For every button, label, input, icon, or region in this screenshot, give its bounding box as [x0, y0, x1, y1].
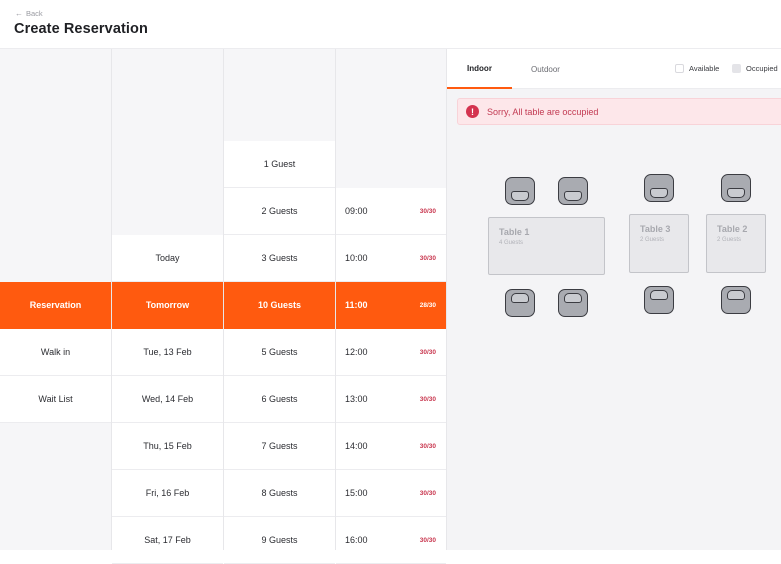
- time-label: 13:00: [345, 394, 368, 404]
- time-capacity: 30/30: [419, 536, 436, 544]
- day-option[interactable]: Thu, 15 Feb: [112, 423, 223, 470]
- page-header: ← Back Create Reservation: [0, 0, 781, 49]
- time-slot[interactable]: 14:00 30/30: [336, 423, 446, 470]
- table-name: Table 3: [640, 224, 671, 234]
- time-label: 15:00: [345, 488, 368, 498]
- day-option[interactable]: Today: [112, 235, 223, 282]
- legend-occupied: Occupied: [732, 64, 778, 73]
- back-link[interactable]: ← Back: [15, 9, 43, 18]
- table-name: Table 2: [717, 224, 748, 234]
- guest-option[interactable]: 1 Guest: [224, 141, 335, 188]
- guest-option[interactable]: 8 Guests: [224, 470, 335, 517]
- time-label: 09:00: [345, 206, 368, 216]
- day-option-selected[interactable]: Tomorrow: [112, 282, 223, 329]
- time-capacity: 30/30: [419, 489, 436, 497]
- chair-icon: [721, 286, 751, 314]
- back-label: Back: [26, 9, 43, 18]
- time-capacity: 30/30: [419, 254, 436, 262]
- time-label: 12:00: [345, 347, 368, 357]
- guest-option[interactable]: 2 Guests: [224, 188, 335, 235]
- time-column: 09:00 30/30 10:00 30/30 11:00 28/30 12:0…: [336, 49, 447, 564]
- time-slot[interactable]: 16:00 30/30: [336, 517, 446, 564]
- guest-column: 1 Guest 2 Guests 3 Guests 10 Guests 5 Gu…: [224, 49, 336, 564]
- time-capacity: 30/30: [419, 348, 436, 356]
- type-wait-list[interactable]: Wait List: [0, 376, 111, 423]
- guest-option[interactable]: 5 Guests: [224, 329, 335, 376]
- table-card[interactable]: Table 3 2 Guests: [629, 214, 689, 273]
- time-capacity: 28/30: [419, 301, 436, 309]
- guest-option-selected[interactable]: 10 Guests: [224, 282, 335, 329]
- day-option[interactable]: Tue, 13 Feb: [112, 329, 223, 376]
- tab-indoor[interactable]: Indoor: [447, 49, 512, 89]
- time-label: 10:00: [345, 253, 368, 263]
- table-card[interactable]: Table 2 2 Guests: [706, 214, 766, 273]
- time-slot[interactable]: 10:00 30/30: [336, 235, 446, 282]
- time-slot[interactable]: 12:00 30/30: [336, 329, 446, 376]
- alert-message: Sorry, All table are occupied: [487, 106, 599, 117]
- guest-option[interactable]: 3 Guests: [224, 235, 335, 282]
- legend-available-label: Available: [689, 64, 720, 73]
- time-label: 16:00: [345, 535, 368, 545]
- time-capacity: 30/30: [419, 442, 436, 450]
- day-option[interactable]: Sat, 17 Feb: [112, 517, 223, 564]
- floor-plan-panel: Indoor Outdoor Available Occupied ! Sorr…: [447, 49, 781, 550]
- guest-option[interactable]: 6 Guests: [224, 376, 335, 423]
- table-capacity: 2 Guests: [640, 237, 665, 243]
- tab-outdoor[interactable]: Outdoor: [531, 64, 560, 74]
- day-option[interactable]: Wed, 14 Feb: [112, 376, 223, 423]
- time-capacity: 30/30: [419, 395, 436, 403]
- type-column: Reservation Walk in Wait List: [0, 49, 112, 550]
- type-walk-in[interactable]: Walk in: [0, 329, 111, 376]
- table-capacity: 4 Guests: [499, 240, 524, 246]
- guest-option[interactable]: 7 Guests: [224, 423, 335, 470]
- occupied-alert: ! Sorry, All table are occupied: [457, 98, 781, 125]
- time-label: 14:00: [345, 441, 368, 451]
- chair-icon: [644, 174, 674, 202]
- table-capacity: 2 Guests: [717, 237, 742, 243]
- chair-icon: [644, 286, 674, 314]
- legend-occupied-label: Occupied: [746, 64, 778, 73]
- area-tabs: Indoor Outdoor Available Occupied: [447, 49, 781, 89]
- time-label: 11:00: [345, 300, 368, 310]
- day-column: Today Tomorrow Tue, 13 Feb Wed, 14 Feb T…: [112, 49, 224, 564]
- occupied-swatch-icon: [732, 64, 741, 73]
- table-card[interactable]: Table 1 4 Guests: [488, 217, 605, 275]
- time-slot[interactable]: 15:00 30/30: [336, 470, 446, 517]
- time-slot[interactable]: 13:00 30/30: [336, 376, 446, 423]
- time-slot[interactable]: 09:00 30/30: [336, 188, 446, 235]
- table-name: Table 1: [499, 227, 530, 237]
- available-swatch-icon: [675, 64, 684, 73]
- page-title: Create Reservation: [14, 21, 148, 37]
- time-capacity: 30/30: [419, 207, 436, 215]
- alert-icon: !: [466, 105, 479, 118]
- chair-icon: [505, 289, 535, 317]
- time-slot-selected[interactable]: 11:00 28/30: [336, 282, 446, 329]
- chair-icon: [558, 289, 588, 317]
- arrow-left-icon: ←: [15, 9, 23, 18]
- guest-option[interactable]: 9 Guests: [224, 517, 335, 564]
- chair-icon: [505, 177, 535, 205]
- day-option[interactable]: Fri, 16 Feb: [112, 470, 223, 517]
- type-reservation[interactable]: Reservation: [0, 282, 111, 329]
- legend-available: Available: [675, 64, 719, 73]
- chair-icon: [558, 177, 588, 205]
- chair-icon: [721, 174, 751, 202]
